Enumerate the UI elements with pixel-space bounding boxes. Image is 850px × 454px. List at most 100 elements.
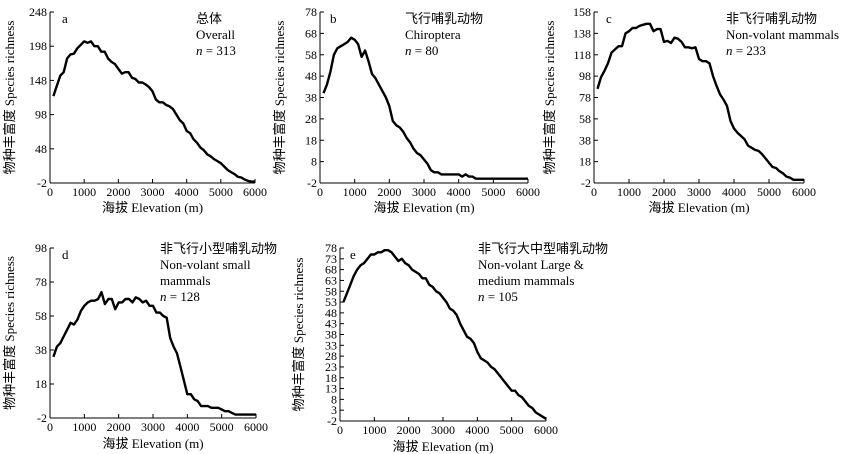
x-axis-title: 海拔 Elevation (m) <box>373 200 474 215</box>
x-tick-label: 2000 <box>377 185 401 199</box>
annotation-line: 总体 <box>196 11 222 26</box>
x-tick-label: 6000 <box>792 185 816 199</box>
panel-b: 0 1000 2000 3000 4000 5000 6000 78 68 58 48 38 28 18 8… <box>272 5 540 215</box>
x-tick-label: 5000 <box>757 185 781 199</box>
y-tick-label: 73 <box>325 252 337 266</box>
sample-size-label: n = 128 <box>160 289 200 304</box>
x-axis-title: 海拔 Elevation (m) <box>392 439 493 454</box>
panel-a: 0 1000 2000 3000 4000 5000 6000 248 198 148 98 48 -2… <box>2 5 267 215</box>
y-tick-label: 138 <box>573 26 591 40</box>
y-tick-label: 28 <box>325 349 337 363</box>
x-tick-label: 1000 <box>72 420 96 434</box>
x-tick-label: 5000 <box>210 420 234 434</box>
y-tick-label: 78 <box>325 241 337 255</box>
y-tick-label: 68 <box>325 263 337 277</box>
x-tick-label: 1000 <box>72 185 96 199</box>
panel-c: 0 1000 2000 3000 4000 5000 6000 158 138 118 98 78 58… <box>542 5 839 215</box>
y-tick-label: 8 <box>331 392 337 406</box>
x-tick-label: 2000 <box>397 423 421 437</box>
sample-size-label: n = 80 <box>405 43 438 58</box>
annotation-line: Non-volant mammals <box>726 27 839 42</box>
panel-letter: c <box>606 11 612 26</box>
x-tick-label: 3000 <box>141 420 165 434</box>
y-tick-label: 18 <box>325 371 337 385</box>
y-axis-title: 物种丰富度 Species richness <box>2 21 17 175</box>
y-tick-label: 43 <box>325 317 337 331</box>
y-tick-label: 18 <box>579 155 591 169</box>
y-tick-label: 23 <box>325 360 337 374</box>
y-tick-label: 78 <box>305 5 317 19</box>
y-tick-label: 13 <box>325 382 337 396</box>
y-axis-title: 物种丰富度 Species richness <box>2 256 17 410</box>
annotation-line: 非飞行小型哺乳动物 <box>160 241 277 256</box>
annotation-line: medium mammals <box>478 273 574 288</box>
sample-size-label: n = 313 <box>196 43 236 58</box>
y-tick-label: 53 <box>325 295 337 309</box>
panel-letter: a <box>62 11 68 26</box>
y-axis-title: 物种丰富度 Species richness <box>291 258 306 412</box>
x-tick-label: 0 <box>47 420 53 434</box>
panel-d: 0 1000 2000 3000 4000 5000 6000 98 78 58 38 18 -2 海拔 … <box>2 241 277 451</box>
y-tick-label: 58 <box>579 112 591 126</box>
x-tick-label: 6000 <box>516 185 540 199</box>
y-tick-label: 98 <box>35 108 47 122</box>
y-tick-label: -2 <box>37 411 47 425</box>
y-tick-label: 78 <box>579 91 591 105</box>
x-tick-label: 0 <box>47 185 53 199</box>
y-tick-label: 248 <box>29 5 47 19</box>
y-tick-label: 63 <box>325 273 337 287</box>
y-tick-label: 18 <box>305 133 317 147</box>
annotation-line: Chiroptera <box>405 27 461 42</box>
richness-line <box>342 248 547 420</box>
y-tick-label: 98 <box>579 69 591 83</box>
y-tick-label: 58 <box>305 48 317 62</box>
x-tick-label: 4000 <box>447 185 471 199</box>
y-tick-label: 98 <box>35 241 47 255</box>
y-tick-label: 118 <box>573 48 591 62</box>
y-tick-label: 28 <box>305 112 317 126</box>
x-tick-label: 2000 <box>106 185 130 199</box>
x-axis-title: 海拔 Elevation (m) <box>102 200 203 215</box>
richness-line <box>52 291 256 416</box>
panel-e: 0 1000 2000 3000 4000 5000 6000 787368635853484… <box>291 241 608 454</box>
y-tick-label: -2 <box>327 414 337 428</box>
x-tick-label: 3000 <box>412 185 436 199</box>
annotation-line: 飞行哺乳动物 <box>405 11 483 26</box>
y-axis-title: 物种丰富度 Species richness <box>272 21 287 175</box>
x-tick-label: 6000 <box>243 185 267 199</box>
y-tick-label: 48 <box>35 142 47 156</box>
x-tick-label: 2000 <box>107 420 131 434</box>
annotation-line: Non-volant small <box>160 257 251 272</box>
y-tick-label: 38 <box>305 91 317 105</box>
x-tick-label: 6000 <box>534 423 558 437</box>
x-tick-label: 1000 <box>362 423 386 437</box>
x-tick-label: 4000 <box>175 420 199 434</box>
annotation-line: mammals <box>160 273 211 288</box>
y-tick-label: -2 <box>307 176 317 190</box>
richness-line <box>322 36 528 180</box>
y-tick-label: -2 <box>37 176 47 190</box>
sample-size-label: n = 233 <box>726 43 766 58</box>
x-tick-label: 0 <box>591 185 597 199</box>
panel-letter: b <box>330 11 337 26</box>
y-tick-label: 158 <box>573 5 591 19</box>
x-tick-label: 1000 <box>343 185 367 199</box>
y-tick-label: 33 <box>325 338 337 352</box>
x-tick-label: 4000 <box>175 185 199 199</box>
y-tick-label: 68 <box>305 26 317 40</box>
x-tick-label: 0 <box>337 423 343 437</box>
y-tick-label: 38 <box>579 133 591 147</box>
y-tick-label: 48 <box>305 69 317 83</box>
y-tick-label: -2 <box>581 176 591 190</box>
annotation-line: Overall <box>196 27 235 42</box>
y-tick-label: 78 <box>35 275 47 289</box>
y-tick-label: 58 <box>325 284 337 298</box>
x-tick-label: 4000 <box>722 185 746 199</box>
y-tick-label: 198 <box>29 39 47 53</box>
x-axis-title: 海拔 Elevation (m) <box>102 436 203 451</box>
annotation-line: 非飞行哺乳动物 <box>726 11 817 26</box>
x-tick-label: 1000 <box>617 185 641 199</box>
x-tick-label: 3000 <box>687 185 711 199</box>
y-tick-label: 3 <box>331 403 337 417</box>
